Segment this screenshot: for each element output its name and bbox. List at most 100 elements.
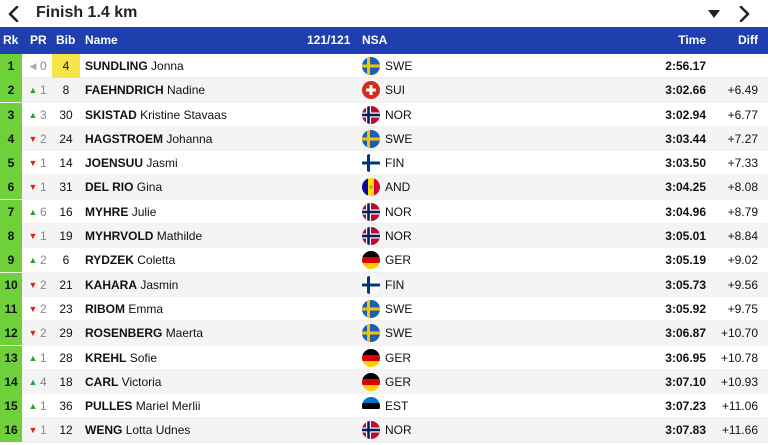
- athlete-first-name: Mariel Merlii: [135, 399, 201, 414]
- athlete-name[interactable]: HAGSTROEM Johanna: [85, 127, 212, 151]
- time-difference: +6.77: [727, 107, 758, 122]
- arrow-down-icon: ▼: [28, 279, 38, 290]
- athlete-name[interactable]: RIBOM Emma: [85, 297, 163, 321]
- arrow-neutral-icon: ◀: [29, 61, 37, 71]
- arrow-down-icon: ▼: [28, 158, 38, 169]
- finish-time: 3:04.96: [665, 204, 706, 219]
- table-row[interactable]: 16 ▼ 1 12 WENG Lotta Udnes NOR 3:07.83 +…: [0, 418, 768, 443]
- table-row[interactable]: 10 ▼ 2 21 KAHARA Jasmin FIN 3:05.73 +9.5…: [0, 272, 768, 297]
- table-row[interactable]: 15 ▲ 1 36 PULLES Mariel Merlii EST 3:07.…: [0, 394, 768, 419]
- athlete-first-name: Kristine Stavaas: [140, 107, 227, 122]
- athlete-name[interactable]: FAEHNDRICH Nadine: [85, 78, 205, 102]
- flag-swe-icon: [362, 324, 380, 343]
- table-row[interactable]: 12 ▼ 2 29 ROSENBERG Maerta SWE 3:06.87 +…: [0, 321, 768, 346]
- athlete-first-name: Maerta: [165, 326, 204, 341]
- athlete-name[interactable]: ROSENBERG Maerta: [85, 321, 203, 345]
- table-row[interactable]: 14 ▲ 4 18 CARL Victoria GER 3:07.10 +10.…: [0, 369, 768, 395]
- athlete-name[interactable]: JOENSUU Jasmi: [85, 151, 178, 175]
- nation-code: NOR: [385, 229, 412, 244]
- column-header-name[interactable]: Name: [85, 33, 118, 47]
- athlete-first-name: Nadine: [167, 83, 206, 98]
- flag-ger-icon: [362, 348, 380, 367]
- bib-number: 19: [59, 229, 73, 244]
- bib-number: 4: [52, 54, 80, 78]
- rank-cell: 15: [0, 394, 22, 419]
- athlete-name[interactable]: MYHRE Julie: [85, 200, 156, 224]
- results-table-header: Rk PR Bib Name 121/121 NSA Time Diff: [0, 27, 768, 54]
- arrow-up-icon: ▲: [28, 401, 38, 412]
- caret-down-icon[interactable]: [704, 4, 724, 24]
- athlete-first-name: Gina: [136, 180, 163, 195]
- table-row[interactable]: 13 ▲ 1 28 KREHL Sofie GER 3:06.95 +10.78: [0, 345, 768, 370]
- table-row[interactable]: 4 ▼ 2 24 HAGSTROEM Johanna SWE 3:03.44 +…: [0, 126, 768, 152]
- table-row[interactable]: 9 ▲ 2 6 RYDZEK Coletta GER 3:05.19 +9.02: [0, 248, 768, 273]
- table-row[interactable]: 3 ▲ 3 30 SKISTAD Kristine Stavaas NOR 3:…: [0, 102, 768, 127]
- position-change-value: 6: [40, 204, 47, 219]
- athlete-name[interactable]: RYDZEK Coletta: [85, 248, 175, 272]
- athlete-name[interactable]: KAHARA Jasmin: [85, 273, 178, 297]
- time-difference: +11.06: [721, 399, 758, 414]
- time-difference: +10.93: [720, 374, 758, 389]
- athlete-last-name: SKISTAD: [85, 107, 137, 122]
- athlete-name[interactable]: CARL Victoria: [85, 370, 161, 394]
- finish-time: 3:05.92: [665, 301, 706, 316]
- athlete-last-name: FAEHNDRICH: [85, 83, 164, 98]
- time-difference: +10.78: [720, 350, 758, 365]
- column-header-diff[interactable]: Diff: [738, 33, 758, 47]
- flag-and-icon: [362, 178, 380, 197]
- time-difference: +8.08: [727, 180, 758, 195]
- athlete-first-name: Julie: [131, 204, 157, 219]
- athlete-name[interactable]: SUNDLING Jonna: [85, 54, 184, 78]
- position-change-value: 2: [40, 131, 47, 146]
- flag-nor-icon: [362, 202, 380, 221]
- bib-number: 24: [59, 131, 73, 146]
- athlete-name[interactable]: SKISTAD Kristine Stavaas: [85, 103, 227, 127]
- nation-code: SWE: [385, 301, 413, 316]
- position-change-value: 1: [40, 180, 47, 195]
- athlete-name[interactable]: KREHL Sofie: [85, 346, 157, 370]
- column-header-rank[interactable]: Rk: [3, 33, 19, 47]
- chevron-left-icon[interactable]: [4, 3, 24, 25]
- finish-time: 3:04.25: [665, 180, 706, 195]
- athlete-name[interactable]: DEL RIO Gina: [85, 175, 162, 199]
- flag-nor-icon: [362, 421, 380, 440]
- time-difference: +10.70: [720, 326, 758, 341]
- finish-time: 3:05.19: [665, 253, 706, 268]
- column-header-time[interactable]: Time: [678, 33, 706, 47]
- bib-number: 18: [59, 374, 73, 389]
- arrow-down-icon: ▼: [28, 133, 38, 144]
- arrow-down-icon: ▼: [28, 182, 38, 193]
- finish-time: 3:03.44: [665, 131, 706, 146]
- arrow-up-icon: ▲: [28, 85, 38, 96]
- athlete-name[interactable]: WENG Lotta Udnes: [85, 418, 190, 442]
- athlete-name[interactable]: MYHRVOLD Mathilde: [85, 224, 202, 248]
- time-difference: +7.27: [727, 131, 758, 146]
- flag-ger-icon: [362, 251, 380, 270]
- column-header-nsa[interactable]: NSA: [362, 33, 388, 47]
- finish-time: 3:07.83: [665, 423, 706, 438]
- rank-cell: 11: [0, 296, 22, 321]
- athlete-last-name: ROSENBERG: [85, 326, 163, 341]
- athlete-first-name: Jonna: [151, 59, 184, 73]
- column-header-pr[interactable]: PR: [30, 33, 47, 47]
- table-row[interactable]: 1 ◀ 0 4 SUNDLING Jonna SWE 2:56.17: [0, 54, 768, 79]
- time-difference: +11.66: [721, 423, 758, 438]
- nation-code: FIN: [385, 156, 405, 171]
- chevron-right-icon[interactable]: [734, 3, 754, 25]
- column-header-bib[interactable]: Bib: [56, 33, 76, 47]
- bib-number: 6: [62, 253, 70, 268]
- nation-code: SWE: [385, 59, 413, 73]
- athlete-first-name: Sofie: [129, 350, 158, 365]
- table-row[interactable]: 7 ▲ 6 16 MYHRE Julie NOR 3:04.96 +8.79: [0, 199, 768, 225]
- position-change-value: 2: [40, 253, 47, 268]
- position-change-value: 1: [40, 229, 47, 244]
- table-row[interactable]: 11 ▼ 2 23 RIBOM Emma SWE 3:05.92 +9.75: [0, 296, 768, 322]
- athlete-name[interactable]: PULLES Mariel Merlii: [85, 394, 200, 418]
- finish-time: 3:06.87: [665, 326, 706, 341]
- table-row[interactable]: 2 ▲ 1 8 FAEHNDRICH Nadine SUI 3:02.66 +6…: [0, 78, 768, 103]
- table-row[interactable]: 6 ▼ 1 31 DEL RIO Gina AND 3:04.25 +8.08: [0, 175, 768, 200]
- arrow-down-icon: ▼: [28, 328, 38, 339]
- bib-number: 23: [59, 301, 73, 316]
- table-row[interactable]: 8 ▼ 1 19 MYHRVOLD Mathilde NOR 3:05.01 +…: [0, 224, 768, 249]
- table-row[interactable]: 5 ▼ 1 14 JOENSUU Jasmi FIN 3:03.50 +7.33: [0, 151, 768, 176]
